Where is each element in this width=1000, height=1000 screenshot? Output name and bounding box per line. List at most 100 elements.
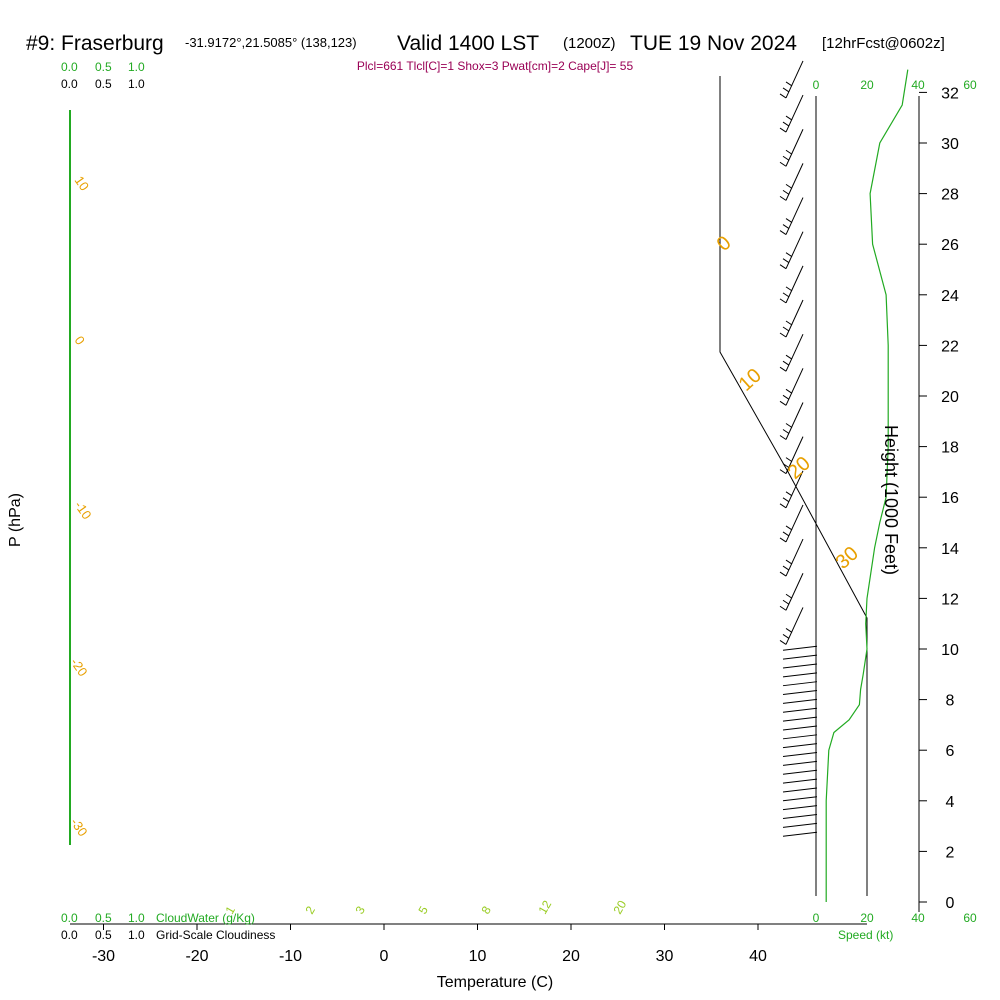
wind-barb-flag [779,93,787,99]
mixing-ratio-label-12: 12 [535,898,554,917]
wind-barb-staff [782,734,818,740]
wind-barb-flag [782,497,790,503]
dry-adiabat-label-m10: -10 [72,498,95,522]
wind-barb-staff [782,796,818,802]
wind-barb-flag [782,326,790,332]
height-tick-label: 10 [941,642,959,659]
isotherm-label-0: 0 [713,232,736,256]
wind-barb-staff [782,707,818,713]
wind-barb-staff [785,163,804,201]
x-tick-label: 0 [380,948,389,965]
wind-barb-flag [779,639,787,645]
wind-barb-staff [782,716,818,722]
valid-zulu: (1200Z) [563,35,616,52]
wind-barb-staff [782,752,818,758]
wind-barb-staff [782,831,818,837]
wind-barb-staff [785,129,804,167]
wind-barb-flag [782,224,790,229]
mixing-ratio-label-5: 5 [415,903,431,916]
height-tick-label: 12 [941,591,959,608]
top-cloud-scale: 0.0 0.5 1.0 0.0 0.5 1.0 [61,60,145,91]
wind-barb-staff [782,822,818,828]
top-cloud-green-0: 0.0 [61,60,78,74]
mixing-ratio-label-20: 20 [610,898,629,917]
wind-barb-staff [785,333,804,372]
bottom-cloud-scale: 0.0 0.5 1.0 CloudWater (g/Kg) 0.0 0.5 1.… [61,911,275,942]
wind-barb-staff [785,231,804,269]
wind-barb-flag [779,161,787,167]
top-cloud-black-0: 0.0 [61,77,78,91]
wind-barb-flag [785,559,793,565]
wind-barb-staff [782,663,818,669]
bottom-speed-black-2: 40 [911,911,925,925]
cloudiness-label: Grid-Scale Cloudiness [156,928,275,942]
x-tick-label: -30 [92,948,115,965]
wind-barb-flag [785,525,793,531]
mixing-ratio-label-3: 3 [352,903,368,916]
wind-barb-flag [779,230,787,235]
wind-barb-staff [785,299,804,338]
wind-panel-envelope [719,76,868,896]
wind-barb-staff [782,672,818,678]
panel-boundary [719,76,868,896]
top-cloud-black-1: 0.5 [95,77,112,91]
wind-barb-staff [782,787,818,793]
wind-barb-staff [785,573,804,611]
wind-barb-flag [785,423,793,428]
height-tick-label: 32 [941,85,959,102]
wind-barb-flag [782,633,790,639]
wind-barb-staff [785,94,804,133]
x-axis-title: Temperature (C) [437,974,553,991]
wind-barb-flag [782,189,790,195]
wind-barb-staff [785,538,804,577]
x-tick-label: 20 [562,948,580,965]
wind-barb-staff [785,402,804,440]
wind-barb-flag [782,87,790,93]
wind-barb-flag [779,435,787,440]
bottom-cloud-black-2: 1.0 [128,928,145,942]
forecast-info: [12hrFcst@0602z] [822,35,945,52]
axes: 2503004005007008501000-30-20-10010203040… [69,85,959,965]
bottom-cloud-black-0: 0.0 [61,928,78,942]
wind-barb-flag [785,491,793,497]
height-axis-title: Height (1000 Feet) [881,425,901,575]
wind-barb-staff [782,743,818,749]
wind-speed-profile [825,69,909,902]
wind-barb-flag [779,127,787,133]
isotherm-label-10: 10 [735,364,766,395]
wind-barb-flag [782,394,790,400]
height-tick-label: 20 [941,389,959,406]
x-tick-label: 10 [469,948,487,965]
valid-date: TUE 19 Nov 2024 [630,32,797,55]
wind-barb-staff [782,814,818,820]
wind-barb-flag [782,258,790,264]
bottom-cloud-black-1: 0.5 [95,928,112,942]
height-tick-label: 8 [946,693,955,710]
wind-barb-flag [785,252,793,258]
wind-barb-flag [785,320,793,326]
height-tick-label: 14 [941,541,959,558]
height-tick-label: 6 [946,743,955,760]
height-tick-label: 28 [941,187,959,204]
wind-barb-flag [785,115,793,121]
top-speed-green-2: 60 [963,78,977,92]
wind-speed-line [825,69,909,902]
bottom-speed-green-2: 60 [963,911,977,925]
dry-adiabat-label-m20: -20 [68,655,91,679]
wind-barb-staff [782,769,818,775]
wind-barb-staff [782,805,818,811]
top-speed-black-1: 20 [860,78,874,92]
wind-barb-flag [779,605,787,611]
isotherm-label-20: 20 [784,452,815,483]
mixing-ratio-label-8: 8 [478,903,494,916]
x-tick-label: -20 [185,948,208,965]
wind-barb-flag [779,571,787,577]
x-tick-label: 30 [656,948,674,965]
dry-adiabat-label-m30: -30 [68,815,91,839]
bottom-cloud-green-1: 0.5 [95,911,112,925]
wind-barb-flag [785,286,793,292]
isotherm-label-30: 30 [832,542,863,573]
wind-barb-flag [779,503,787,509]
wind-barb-flag [779,298,787,304]
wind-barb-flag [782,565,790,571]
